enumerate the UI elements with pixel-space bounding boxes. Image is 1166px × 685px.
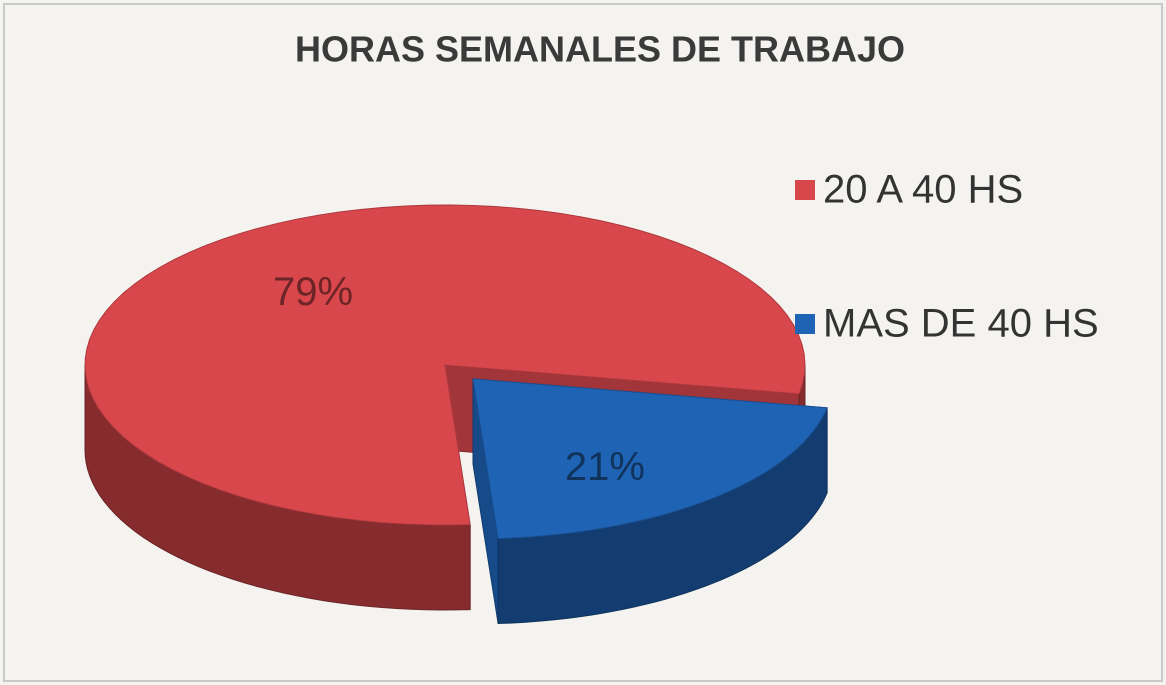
legend-swatch — [795, 314, 815, 334]
legend-label: 20 A 40 HS — [823, 168, 1023, 212]
pie-slice — [84, 204, 806, 526]
legend-swatch — [795, 180, 815, 200]
slice-label: 79% — [273, 270, 353, 314]
chart-title: HORAS SEMANALES DE TRABAJO — [295, 29, 905, 70]
legend-label: MAS DE 40 HS — [823, 302, 1099, 346]
slice-label: 21% — [565, 445, 645, 489]
pie-slice — [472, 378, 828, 540]
